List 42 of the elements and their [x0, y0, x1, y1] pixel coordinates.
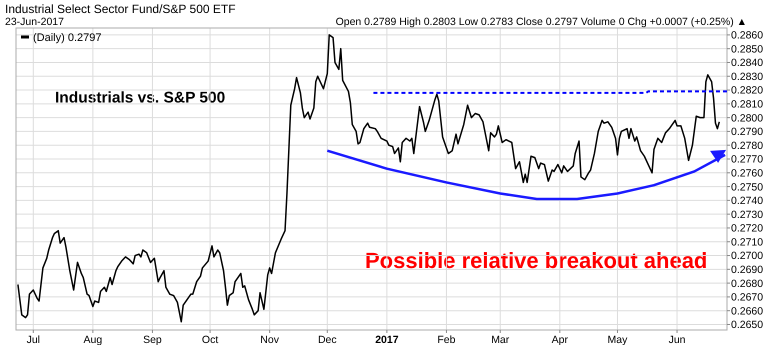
- x-tick-label: May: [608, 334, 628, 345]
- y-tick-label: 0.2700: [731, 250, 764, 262]
- y-tick-label: 0.2760: [731, 167, 764, 180]
- y-tick-label: 0.2720: [731, 222, 764, 235]
- y-tick-label: 0.2840: [731, 57, 764, 70]
- x-tick-label: Jul: [26, 334, 40, 345]
- x-tick-label: Aug: [84, 334, 102, 345]
- y-tick-label: 0.2850: [731, 43, 764, 56]
- y-tick-label: 0.2820: [731, 84, 764, 97]
- y-tick-label: 0.2750: [731, 181, 764, 194]
- y-tick-label: 0.2790: [731, 126, 764, 138]
- y-tick-label: 0.2770: [731, 154, 764, 166]
- x-tick-label: Oct: [202, 334, 218, 345]
- y-tick-label: 0.2780: [731, 140, 764, 152]
- y-tick-label: 0.2690: [731, 264, 764, 276]
- x-tick-label: Jun: [668, 334, 686, 345]
- chart-title: Industrial Select Sector Fund/S&P 500 ETF: [5, 2, 236, 16]
- y-tick-label: 0.2730: [731, 208, 764, 221]
- x-tick-label: Mar: [491, 334, 510, 345]
- x-tick-label: Apr: [552, 334, 568, 345]
- x-tick-label: Sep: [143, 334, 162, 345]
- y-tick-label: 0.2860: [731, 30, 764, 42]
- y-tick-label: 0.2670: [731, 292, 764, 304]
- y-tick-label: 0.2740: [731, 195, 764, 208]
- x-tick-label: Dec: [318, 334, 337, 345]
- x-tick-label: Nov: [260, 334, 280, 345]
- x-tick-label: 2017: [375, 334, 399, 345]
- y-tick-label: 0.2800: [731, 112, 764, 124]
- annotation: Possible relative breakout ahead: [365, 248, 708, 273]
- y-tick-label: 0.2810: [731, 98, 764, 111]
- y-tick-label: 0.2660: [731, 305, 764, 318]
- line-series: [326, 149, 726, 200]
- annotation: Industrials vs. S&P 500: [55, 90, 226, 106]
- y-tick-label: 0.2830: [731, 70, 764, 83]
- text: 23-Jun-2017: [5, 16, 64, 28]
- line-series: [17, 34, 720, 322]
- chart-subtitle: Open 0.2789 High 0.2803 Low 0.2783 Close 0.2797 Volume 0 Chg +0.0007 (+0.25%) ▲: [336, 16, 747, 28]
- y-tick-label: 0.2710: [731, 236, 764, 248]
- y-tick-label: 0.2680: [731, 278, 764, 290]
- y-tick-label: 0.2650: [731, 319, 764, 332]
- x-tick-label: Feb: [437, 334, 456, 345]
- legend-label: (Daily) 0.2797: [33, 32, 102, 44]
